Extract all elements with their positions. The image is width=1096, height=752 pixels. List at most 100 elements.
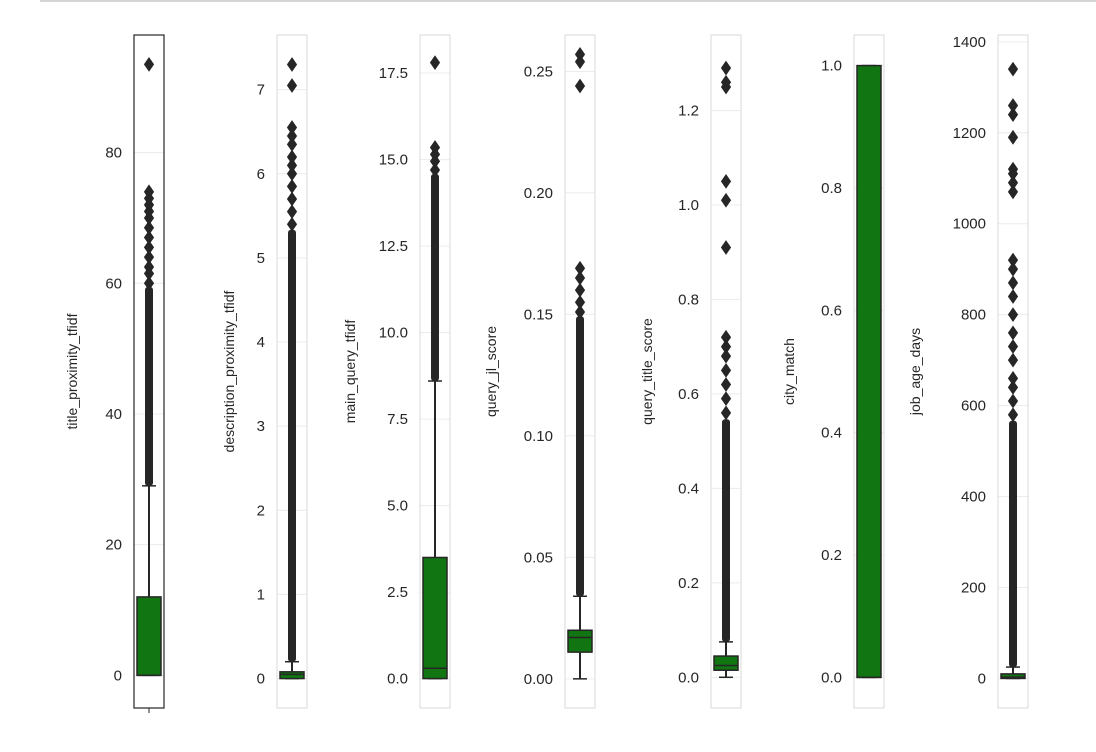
panel-6: 0.0 0.2 0.4 0.6 0.8 1.0 city_match	[781, 34, 885, 709]
outlier-point	[429, 140, 441, 155]
box-iqr	[567, 629, 593, 653]
y-tick-label: 6	[257, 166, 265, 183]
box-iqr	[856, 64, 882, 679]
y-tick-label: 0.0	[821, 669, 842, 686]
outlier-point	[1007, 289, 1019, 304]
y-axis-label: title_proximity_tfidf	[64, 313, 80, 429]
outlier-point	[143, 230, 155, 245]
outlier-band	[431, 173, 439, 382]
outlier-point	[286, 191, 298, 207]
outlier-point	[720, 391, 732, 407]
y-tick-label: 0.25	[524, 63, 553, 80]
y-tick-label: 80	[105, 145, 122, 162]
outlier-point	[1007, 370, 1019, 386]
y-tick-label: 0.4	[821, 425, 842, 442]
y-tick-label: 1000	[953, 216, 986, 233]
y-tick-label: 1.0	[821, 58, 842, 75]
y-tick-label: 0.10	[524, 428, 553, 445]
outlier-point	[1007, 61, 1019, 77]
outlier-point	[143, 259, 155, 275]
outlier-point	[1007, 352, 1019, 368]
outlier-point	[1007, 161, 1019, 177]
y-tick-label: 0.8	[678, 291, 699, 308]
outlier-point	[574, 260, 586, 276]
outlier-point	[143, 239, 155, 255]
plot-frame	[419, 34, 451, 709]
y-tick-label: 0.15	[524, 306, 553, 323]
y-tick-label: 1.0	[678, 197, 699, 214]
y-tick-label: 40	[105, 406, 122, 423]
y-axis-label: query_title_score	[639, 318, 655, 425]
box-iqr	[422, 556, 448, 680]
outlier-point	[286, 166, 298, 182]
outlier-point	[286, 216, 298, 232]
outlier-point	[286, 204, 298, 220]
y-tick-label: 0.8	[821, 180, 842, 197]
top-border-rule	[40, 0, 1096, 2]
outlier-point	[286, 78, 298, 93]
outlier-point	[574, 78, 586, 94]
box-iqr	[136, 596, 162, 677]
outlier-point	[720, 240, 732, 255]
outlier-point	[429, 55, 441, 71]
outlier-point	[1007, 107, 1019, 122]
y-tick-label: 0	[257, 671, 265, 688]
y-tick-label: 20	[105, 537, 122, 554]
outlier-point	[574, 47, 586, 62]
y-tick-label: 1	[257, 586, 265, 603]
y-tick-label: 0.2	[678, 575, 699, 592]
outlier-point	[1007, 129, 1019, 145]
outlier-point	[1007, 252, 1019, 268]
y-tick-label: 0.0	[387, 671, 408, 688]
panel-7: 0 200 400 600 800 1000 1200 1400 job_age_days	[907, 34, 1029, 709]
outlier-point	[143, 275, 155, 291]
panel-3: 0.0 2.5 5.0 7.5 10.0 12.5 15.0 17.5 main_query_t…	[342, 34, 451, 709]
y-tick-label: 5	[257, 250, 265, 267]
outlier-point	[286, 149, 298, 165]
y-tick-label: 0	[978, 670, 986, 687]
outlier-point	[286, 57, 298, 72]
y-tick-label: 17.5	[379, 65, 408, 82]
outlier-point	[1007, 184, 1019, 200]
outlier-point	[720, 339, 732, 355]
outlier-point	[143, 184, 155, 200]
y-tick-label: 0.00	[524, 671, 553, 688]
outlier-point	[574, 270, 586, 286]
y-tick-label: 10.0	[379, 325, 408, 342]
outlier-point	[720, 192, 732, 208]
y-axis-label: city_match	[781, 338, 797, 405]
outlier-point	[1007, 261, 1019, 277]
outlier-band	[576, 316, 584, 597]
y-tick-label: 600	[961, 398, 986, 415]
outlier-point	[720, 329, 732, 345]
y-tick-label: 0.2	[821, 547, 842, 564]
box-iqr	[713, 655, 739, 671]
box-iqr	[1000, 673, 1026, 680]
outlier-point	[720, 362, 732, 378]
plot-frame	[276, 34, 308, 709]
outlier-point	[286, 179, 298, 194]
y-axis-label: description_proximity_tfidf	[221, 290, 237, 452]
outlier-point	[574, 294, 586, 310]
outlier-point	[574, 282, 586, 298]
y-tick-label: 0.05	[524, 549, 553, 566]
panel-5: 0.0 0.2 0.4 0.6 0.8 1.0 1.2 query_title_score	[639, 34, 742, 709]
outlier-point	[720, 74, 732, 90]
outlier-point	[1007, 275, 1019, 291]
y-tick-label: 3	[257, 418, 265, 435]
y-tick-label: 0.4	[678, 480, 699, 497]
y-tick-label: 2	[257, 502, 265, 519]
outlier-point	[1007, 98, 1019, 113]
plot-frame	[853, 34, 885, 709]
y-tick-label: 0.6	[821, 302, 842, 319]
outlier-point	[1007, 307, 1019, 323]
outlier-point	[286, 136, 298, 152]
outlier-point	[143, 57, 155, 72]
y-tick-label: 15.0	[379, 152, 408, 169]
panel-1: 0 20 40 60 80 title_proximity_tfidf	[64, 34, 165, 713]
y-axis-label: main_query_tfidf	[342, 320, 358, 424]
y-tick-label: 0.0	[678, 669, 699, 686]
outlier-band	[288, 229, 296, 662]
outlier-point	[143, 220, 155, 236]
